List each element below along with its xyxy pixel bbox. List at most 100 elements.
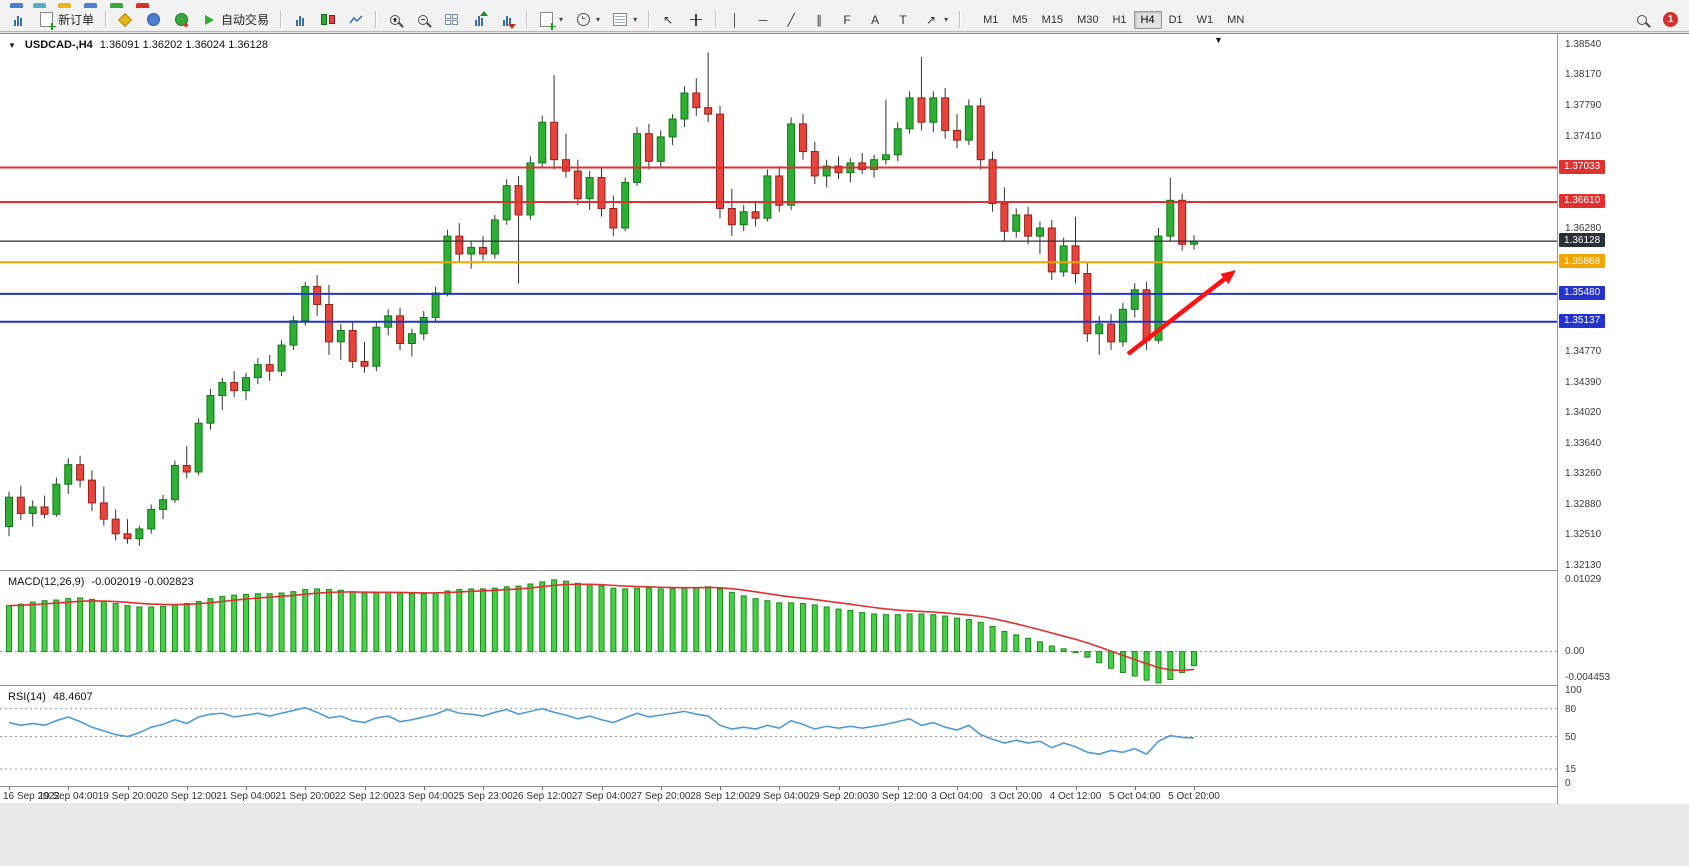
vertical-line-tool-button[interactable]: │ xyxy=(722,10,748,30)
macd-histogram-bar xyxy=(1108,651,1115,669)
text-tool-button[interactable]: A xyxy=(862,10,888,30)
macd-histogram-bar xyxy=(918,613,925,653)
macd-histogram-bar xyxy=(243,593,249,653)
time-tick xyxy=(186,787,188,790)
headset-button[interactable] xyxy=(168,10,194,30)
macd-histogram-bar xyxy=(776,602,783,653)
timeframe-h4[interactable]: H4 xyxy=(1133,10,1162,29)
timeframe-mn[interactable]: MN xyxy=(1220,11,1251,29)
chart-window: ▼ USDCAD-,H4 1.36091 1.36202 1.36024 1.3… xyxy=(0,33,1689,804)
time-label: 16 Sep 2022 xyxy=(3,791,60,802)
time-label: 25 Sep 23:00 xyxy=(453,791,513,802)
macd-histogram-bar xyxy=(551,579,558,653)
auto-trading-label: 自动交易 xyxy=(221,13,270,27)
arrange-up-button[interactable] xyxy=(466,10,492,30)
arrange-down-button[interactable] xyxy=(494,10,520,30)
candle-body xyxy=(680,92,689,120)
candle-body xyxy=(1047,227,1056,273)
macd-header: MACD(12,26,9) -0.002019 -0.002823 xyxy=(8,576,194,588)
macd-histogram-bar xyxy=(41,600,48,653)
collapse-icon[interactable]: ▼ xyxy=(8,41,16,50)
time-tick xyxy=(779,787,781,790)
arrows-tool-button[interactable]: ↗ ▾ xyxy=(918,10,953,30)
macd-histogram-bar xyxy=(1131,651,1138,677)
notification-badge[interactable]: 1 xyxy=(1663,12,1678,27)
add-indicator-button[interactable]: ▾ xyxy=(533,10,568,30)
zoom-in-icon xyxy=(387,12,403,28)
crosshair-tool-button[interactable] xyxy=(683,10,709,30)
trendline-tool-button[interactable]: ╱ xyxy=(778,10,804,30)
candle-body xyxy=(905,97,914,130)
timeframe-m1[interactable]: M1 xyxy=(976,11,1005,29)
macd-histogram-bar xyxy=(871,613,878,653)
candle-body xyxy=(289,320,298,346)
search-icon xyxy=(1634,12,1650,28)
rsi-pane[interactable] xyxy=(0,687,1557,786)
new-order-label: 新订单 xyxy=(58,13,95,27)
macd-histogram-bar xyxy=(207,598,214,653)
timeframe-m5[interactable]: M5 xyxy=(1005,11,1034,29)
timeframe-m15[interactable]: M15 xyxy=(1035,11,1070,29)
timeframe-d1[interactable]: D1 xyxy=(1162,11,1190,29)
macd-histogram-bar xyxy=(337,589,344,653)
macd-histogram-bar xyxy=(669,588,676,653)
horizontal-line-tool-button[interactable]: ─ xyxy=(750,10,776,30)
trend-arrow-head[interactable] xyxy=(1220,270,1236,285)
candle-body xyxy=(1035,227,1044,237)
candle-body xyxy=(99,502,108,520)
price-axis[interactable]: 1.38540 1.38170 1.37790 1.37410 1.36280 1.347… xyxy=(1557,34,1689,804)
time-axis[interactable]: 16 Sep 2022 19 Sep 04:00 19 Sep 20:00 20 Se… xyxy=(0,787,1557,804)
macd-histogram-bar xyxy=(183,603,190,653)
auto-trading-button[interactable]: 自动交易 xyxy=(196,10,274,30)
candlestick-chart-button[interactable] xyxy=(315,10,341,30)
macd-histogram-bar xyxy=(562,580,569,653)
macd-histogram-bar xyxy=(1143,651,1150,681)
trend-arrow[interactable] xyxy=(1126,271,1233,356)
templates-button[interactable]: ▾ xyxy=(607,10,642,30)
timeframe-h1[interactable]: H1 xyxy=(1105,11,1133,29)
candle-body xyxy=(1130,289,1139,310)
candle-body xyxy=(5,496,13,527)
chart-arrow-up-icon xyxy=(471,10,489,28)
rsi-line xyxy=(8,706,1195,756)
search-button[interactable] xyxy=(1629,10,1655,30)
pane-divider[interactable] xyxy=(0,685,1689,686)
candle-body xyxy=(277,344,286,372)
time-label: 20 Sep 12:00 xyxy=(157,791,217,802)
fibonacci-tool-button[interactable]: F xyxy=(834,10,860,30)
timeframe-w1[interactable]: W1 xyxy=(1190,11,1221,29)
channel-tool-button[interactable]: ∥ xyxy=(806,10,832,30)
zoom-out-button[interactable] xyxy=(410,10,436,30)
time-label: 19 Sep 04:00 xyxy=(38,791,99,802)
tile-windows-button[interactable] xyxy=(438,10,464,30)
candle-body xyxy=(810,151,819,177)
timeframe-m30[interactable]: M30 xyxy=(1070,11,1105,29)
macd-histogram-bar xyxy=(278,592,285,653)
cursor-tool-button[interactable]: ↖ xyxy=(655,10,681,30)
macd-histogram-bar xyxy=(539,581,546,653)
candle-body xyxy=(170,464,179,501)
new-order-button[interactable]: 新订单 xyxy=(33,10,99,30)
flash-button[interactable] xyxy=(112,10,138,30)
periods-button[interactable]: ▾ xyxy=(570,10,605,30)
zoom-in-button[interactable] xyxy=(382,10,408,30)
rsi-label: RSI(14) xyxy=(8,691,46,703)
rsi-axis-tick: 80 xyxy=(1565,703,1577,715)
label-tool-button[interactable]: T xyxy=(890,10,916,30)
toolbar-separator xyxy=(105,11,107,28)
pane-divider[interactable] xyxy=(0,570,1689,571)
main-price-pane[interactable] xyxy=(0,34,1557,570)
chart-shift-marker[interactable]: ▼ xyxy=(1214,35,1223,45)
main-toolbar: 新订单 自动交易 ▾ xyxy=(0,8,1689,32)
globe-button[interactable] xyxy=(140,10,166,30)
time-label: 21 Sep 20:00 xyxy=(275,791,336,802)
bar-chart-button[interactable] xyxy=(287,10,313,30)
price-tick: 1.33640 xyxy=(1565,437,1602,449)
candle-body xyxy=(941,97,950,131)
line-chart-button[interactable] xyxy=(343,10,369,30)
macd-histogram-bar xyxy=(1025,637,1032,653)
price-level-badge: 1.37033 xyxy=(1559,159,1606,174)
macd-histogram-bar xyxy=(847,609,854,653)
macd-pane[interactable] xyxy=(0,572,1557,684)
new-chart-window-button[interactable] xyxy=(5,10,31,30)
